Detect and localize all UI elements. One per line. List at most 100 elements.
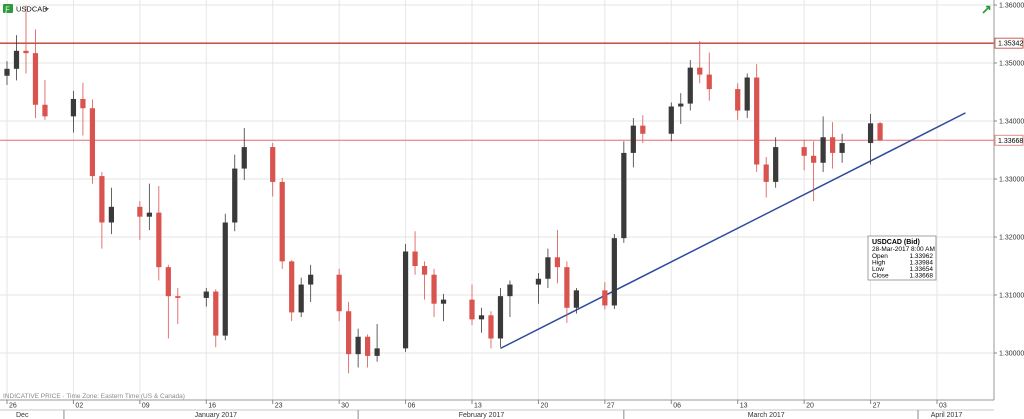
- candle: [678, 93, 684, 124]
- caret-down-icon[interactable]: [44, 8, 49, 11]
- price-tick-label: 1.33000: [999, 177, 1024, 184]
- time-tick-label: 23: [275, 403, 283, 410]
- candle-body: [820, 137, 826, 163]
- candle-body: [640, 125, 646, 134]
- candle-body: [573, 290, 579, 308]
- time-tick-label: 13: [740, 403, 748, 410]
- chart-type-icon[interactable]: [3, 4, 13, 13]
- time-tick-label: 27: [873, 403, 881, 410]
- month-label: March 2017: [748, 412, 785, 419]
- price-axis[interactable]: [994, 0, 1024, 400]
- candle-body: [773, 147, 779, 182]
- candle-body: [877, 123, 883, 141]
- candle-body: [298, 284, 304, 313]
- candle-body: [697, 67, 703, 75]
- candle: [32, 29, 39, 119]
- candle-body: [222, 222, 228, 336]
- candle: [687, 60, 693, 111]
- candle: [412, 231, 418, 275]
- candle-body: [42, 104, 48, 117]
- info-open-label: Open: [872, 253, 888, 260]
- plot-area: [0, 0, 994, 400]
- candle-body: [346, 311, 352, 355]
- candle: [554, 230, 561, 284]
- candle-body: [469, 299, 475, 320]
- candle-body: [630, 125, 636, 153]
- candle: [564, 261, 570, 323]
- info-high-value: 1.33984: [910, 260, 934, 267]
- candle-body: [89, 108, 96, 177]
- candle: [241, 127, 247, 181]
- symbol-header[interactable]: Ƒ USDCAD: [3, 4, 49, 14]
- candle-body: [478, 315, 485, 320]
- info-low-value: 1.33654: [910, 266, 934, 273]
- info-close-value: 1.33668: [910, 273, 934, 280]
- candle-body: [32, 53, 39, 105]
- time-tick-label: 30: [341, 403, 349, 410]
- candle: [735, 83, 741, 120]
- month-label: January 2017: [195, 412, 238, 419]
- candle: [175, 288, 181, 324]
- price-axis-ticks: 1.36000 1.35000 1.34000 1.33000 1.32000 1.310…: [994, 3, 1024, 358]
- candle: [469, 284, 475, 326]
- candle: [830, 122, 836, 169]
- candle: [640, 115, 646, 144]
- candle-body: [735, 89, 741, 111]
- candle: [801, 139, 807, 171]
- candle: [545, 248, 551, 289]
- candle-body: [365, 336, 371, 356]
- candle-body: [839, 143, 845, 153]
- gridlines: [0, 0, 994, 400]
- time-tick-label: 16: [208, 403, 216, 410]
- candle: [811, 141, 817, 202]
- candle: [535, 272, 542, 304]
- candle: [706, 52, 712, 101]
- candle-body: [175, 296, 181, 298]
- trend-arrow-icon[interactable]: [982, 5, 991, 14]
- candle-body: [232, 168, 238, 223]
- candle: [440, 293, 447, 322]
- candle-body: [497, 296, 504, 339]
- info-low-label: Low: [872, 266, 884, 273]
- candle: [279, 177, 285, 269]
- candle-body: [137, 206, 143, 217]
- price-tick-label: 1.36000: [999, 3, 1024, 10]
- last-price-tag: [994, 134, 1024, 146]
- time-tick-label: 09: [142, 403, 150, 410]
- candle: [99, 172, 105, 249]
- price-tick-label: 1.32000: [999, 235, 1024, 242]
- candle: [23, 5, 29, 74]
- candle-body: [602, 290, 608, 306]
- trendline-layer: [500, 112, 966, 350]
- candle: [298, 277, 304, 318]
- info-open-value: 1.33962: [910, 253, 934, 260]
- candle: [697, 40, 703, 84]
- price-tick-label: 1.31000: [999, 293, 1024, 300]
- candle: [108, 187, 114, 235]
- candle: [431, 268, 437, 318]
- month-label: February 2017: [459, 412, 505, 419]
- candle: [89, 99, 96, 184]
- candle-body: [270, 147, 276, 182]
- candle-body: [811, 155, 817, 163]
- candle: [137, 201, 143, 240]
- candle-body: [4, 68, 10, 76]
- candle-body: [431, 274, 437, 304]
- candle-body: [165, 267, 171, 297]
- month-label: Dec: [16, 412, 29, 419]
- candle-body: [355, 336, 361, 355]
- candle-body: [621, 152, 627, 239]
- candle-body: [203, 291, 209, 298]
- candle: [421, 261, 428, 300]
- candle-body: [13, 50, 20, 69]
- candle: [773, 137, 779, 188]
- support-trendline: [500, 112, 966, 350]
- candle-body: [706, 74, 712, 90]
- candle-body: [535, 278, 542, 285]
- candle: [222, 213, 228, 341]
- candle: [156, 185, 162, 281]
- candle-body: [336, 274, 342, 312]
- candle: [270, 143, 276, 197]
- candle-body: [99, 176, 105, 223]
